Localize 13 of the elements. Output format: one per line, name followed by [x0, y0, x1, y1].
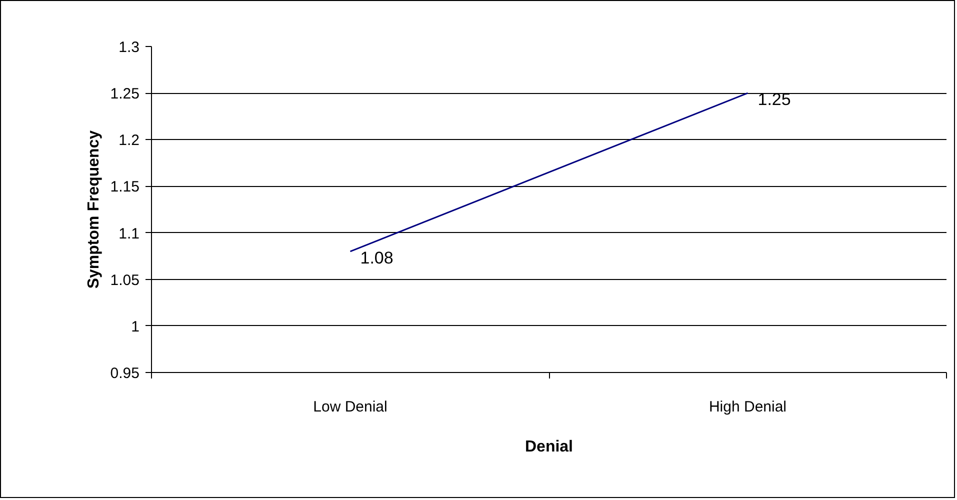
y-tick-label: 1.15	[110, 178, 140, 196]
x-axis-title: Denial	[524, 438, 574, 456]
y-tick-label: 1.2	[118, 132, 140, 150]
x-tick-label: High Denial	[708, 398, 787, 416]
y-tick-label: 1.3	[118, 39, 140, 56]
y-tick-label: 1	[131, 318, 140, 336]
x-tick-label: Low Denial	[313, 398, 388, 416]
y-tick-label: 1.1	[118, 225, 140, 242]
y-tick-label: 1.25	[110, 86, 140, 103]
y-tick-label: 1.05	[110, 272, 140, 289]
y-axis-title: Symptom Frequency	[85, 130, 102, 289]
data-label: 1.08	[360, 248, 394, 268]
y-tick-label: 0.95	[110, 365, 140, 382]
